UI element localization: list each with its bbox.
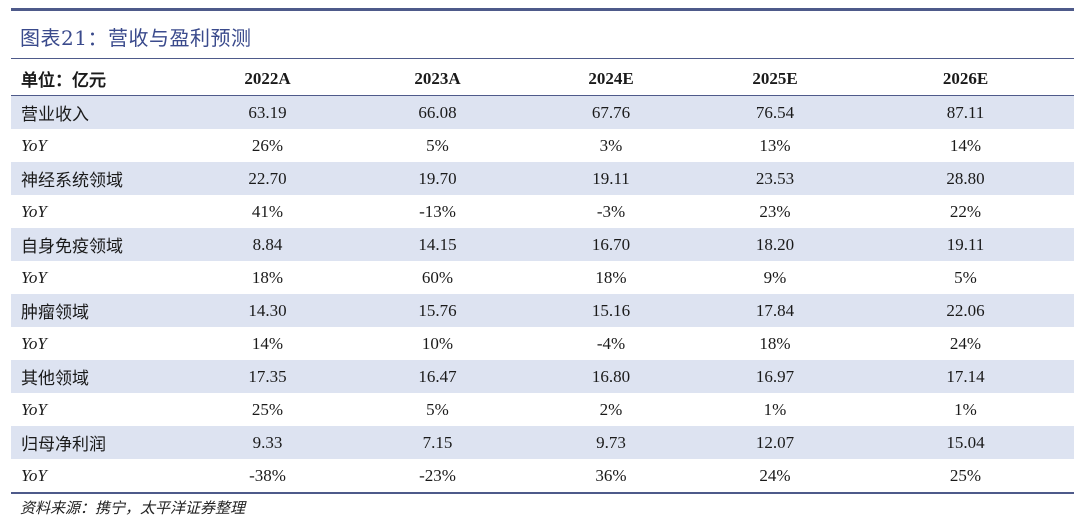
cell-value: 23%	[759, 201, 791, 221]
cell-value: 9%	[763, 267, 787, 287]
source-note: 资料来源：携宁，太平洋证券整理	[20, 499, 246, 517]
cell-value: 18.20	[693, 228, 857, 261]
row-label: YoY	[21, 135, 47, 155]
title-rule	[11, 58, 1074, 59]
row-label: 自身免疫领域	[11, 228, 189, 261]
cell-value: 26%	[251, 135, 284, 155]
cell-value: -23%	[419, 465, 456, 485]
row-label: 营业收入	[11, 95, 189, 129]
cell-value: 18%	[251, 267, 284, 287]
table-header-row: 单位：亿元 2022A 2023A 2024E 2025E 2026E	[11, 62, 1074, 96]
cell-value: 25%	[251, 399, 284, 419]
bottom-rule	[11, 492, 1074, 494]
table-row-yoy: YoY 26% 5% 3% 13% 14%	[11, 129, 1074, 162]
cell-value: 1%	[763, 399, 787, 419]
cell-value: 22%	[949, 201, 982, 221]
figure-title: 图表21：营收与盈利预测	[20, 26, 252, 50]
cell-value: 87.11	[857, 95, 1074, 129]
cell-value: 3%	[599, 135, 623, 155]
cell-value: 2%	[599, 399, 623, 419]
year-header: 2024E	[588, 68, 634, 88]
cell-value: 12.07	[693, 426, 857, 459]
cell-value: 17.14	[857, 360, 1074, 393]
row-label: YoY	[21, 333, 47, 353]
cell-value: 15.16	[529, 294, 693, 327]
cell-value: 10%	[421, 333, 454, 353]
cell-value: 24%	[759, 465, 791, 485]
table-row: 归母净利润 9.33 7.15 9.73 12.07 15.04	[11, 426, 1074, 459]
row-label: YoY	[21, 399, 47, 419]
year-header: 2023A	[414, 68, 461, 88]
cell-value: -38%	[249, 465, 286, 485]
cell-value: 14%	[949, 135, 982, 155]
cell-value: 5%	[426, 135, 449, 155]
cell-value: 14.30	[189, 294, 346, 327]
row-label: 肿瘤领域	[11, 294, 189, 327]
cell-value: 7.15	[346, 426, 529, 459]
cell-value: 76.54	[693, 95, 857, 129]
cell-value: 9.33	[189, 426, 346, 459]
cell-value: 16.97	[693, 360, 857, 393]
cell-value: 9.73	[529, 426, 693, 459]
cell-value: 18%	[595, 267, 627, 287]
table-row: 神经系统领域 22.70 19.70 19.11 23.53 28.80	[11, 162, 1074, 195]
table-row-yoy: YoY -38% -23% 36% 24% 25%	[11, 459, 1074, 492]
table-body: 营业收入 63.19 66.08 67.76 76.54 87.11 YoY 26% 5% 3% 1…	[11, 95, 1074, 493]
cell-value: 19.11	[529, 162, 693, 195]
cell-value: 19.70	[346, 162, 529, 195]
table-row: 其他领域 17.35 16.47 16.80 16.97 17.14	[11, 360, 1074, 393]
row-label: YoY	[21, 465, 47, 485]
cell-value: 14%	[251, 333, 284, 353]
cell-value: 15.76	[346, 294, 529, 327]
cell-value: 28.80	[857, 162, 1074, 195]
cell-value: 17.35	[189, 360, 346, 393]
cell-value: -13%	[419, 201, 456, 221]
cell-value: 60%	[421, 267, 454, 287]
table-row-yoy: YoY 18% 60% 18% 9% 5%	[11, 261, 1074, 294]
cell-value: 63.19	[189, 95, 346, 129]
cell-value: 22.06	[857, 294, 1074, 327]
table-row: 自身免疫领域 8.84 14.15 16.70 18.20 19.11	[11, 228, 1074, 261]
row-label: 归母净利润	[11, 426, 189, 459]
row-label: YoY	[21, 201, 47, 221]
row-label: 神经系统领域	[11, 162, 189, 195]
cell-value: 19.11	[857, 228, 1074, 261]
forecast-table: 单位：亿元 2022A 2023A 2024E 2025E 2026E 营业收入…	[11, 62, 1074, 492]
table-row: 肿瘤领域 14.30 15.76 15.16 17.84 22.06	[11, 294, 1074, 327]
cell-value: 67.76	[529, 95, 693, 129]
row-label: 其他领域	[11, 360, 189, 393]
cell-value: 66.08	[346, 95, 529, 129]
table-row-yoy: YoY 41% -13% -3% 23% 22%	[11, 195, 1074, 228]
cell-value: 13%	[759, 135, 791, 155]
cell-value: 8.84	[189, 228, 346, 261]
cell-value: -3%	[596, 201, 626, 221]
cell-value: 16.70	[529, 228, 693, 261]
cell-value: 16.47	[346, 360, 529, 393]
year-header: 2022A	[244, 68, 291, 88]
unit-label: 单位：亿元	[21, 71, 106, 91]
cell-value: 41%	[251, 201, 284, 221]
year-header: 2026E	[942, 68, 989, 88]
top-rule	[11, 8, 1074, 11]
cell-value: 25%	[949, 465, 982, 485]
cell-value: 5%	[426, 399, 449, 419]
cell-value: 17.84	[693, 294, 857, 327]
year-header: 2025E	[752, 68, 798, 88]
cell-value: 5%	[954, 267, 977, 287]
cell-value: 22.70	[189, 162, 346, 195]
cell-value: 24%	[949, 333, 982, 353]
table-row-yoy: YoY 25% 5% 2% 1% 1%	[11, 393, 1074, 426]
cell-value: 36%	[595, 465, 627, 485]
cell-value: 23.53	[693, 162, 857, 195]
cell-value: 1%	[954, 399, 977, 419]
table-row-yoy: YoY 14% 10% -4% 18% 24%	[11, 327, 1074, 360]
cell-value: 14.15	[346, 228, 529, 261]
cell-value: 18%	[759, 333, 791, 353]
row-label: YoY	[21, 267, 47, 287]
table-row: 营业收入 63.19 66.08 67.76 76.54 87.11	[11, 95, 1074, 129]
cell-value: -4%	[596, 333, 626, 353]
cell-value: 15.04	[857, 426, 1074, 459]
cell-value: 16.80	[529, 360, 693, 393]
